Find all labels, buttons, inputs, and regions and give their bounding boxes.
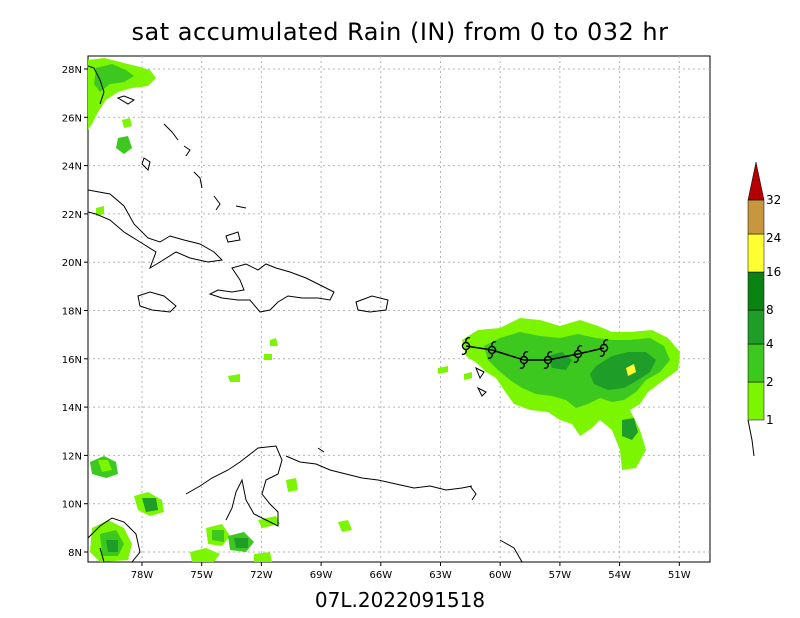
colorbar-label: 24 [766, 231, 781, 245]
coastlines [88, 65, 523, 562]
lon-label: 57W [549, 570, 572, 581]
colorbar-swatch [747, 381, 765, 421]
colorbar-swatch [747, 199, 765, 235]
colorbar-label: 2 [766, 375, 774, 389]
colorbar-swatch [747, 271, 765, 311]
map-frame [87, 55, 711, 563]
hurricane-symbol-icon [461, 337, 471, 355]
lat-label: 28N [62, 65, 82, 76]
hurricane-symbol-icon [519, 351, 529, 369]
lon-label: 51W [668, 570, 691, 581]
lat-label: 8N [68, 548, 82, 559]
lon-label: 63W [429, 570, 452, 581]
lat-label: 26N [62, 113, 82, 124]
lat-label: 20N [62, 258, 82, 269]
lat-label: 24N [62, 162, 82, 173]
lon-label: 69W [310, 570, 333, 581]
colorbar-label: 1 [766, 413, 774, 427]
rain-swath-storm [462, 318, 680, 470]
colorbar-swatch [747, 343, 765, 383]
lat-label: 14N [62, 403, 82, 414]
lat-label: 10N [62, 500, 82, 511]
lon-label: 66W [369, 570, 392, 581]
rain-northwest [88, 58, 156, 216]
colorbar-label: 4 [766, 337, 774, 351]
colorbar-label: 8 [766, 303, 774, 317]
lon-label: 54W [608, 570, 631, 581]
map-title: sat accumulated Rain (IN) from 0 to 032 … [131, 18, 669, 46]
rain-south [90, 338, 472, 562]
lon-label: 72W [250, 570, 273, 581]
lat-label: 16N [62, 355, 82, 366]
lat-label: 18N [62, 307, 82, 318]
colorbar-label: 16 [766, 265, 781, 279]
colorbar-label: 32 [766, 193, 781, 207]
graticule [88, 56, 710, 562]
colorbar-tail [747, 419, 755, 457]
hurricane-symbol-icon [573, 345, 583, 363]
lon-label: 78W [131, 570, 154, 581]
lon-label: 75W [190, 570, 213, 581]
hurricane-symbol-icon [599, 339, 609, 357]
storm-id-timestamp: 07L.2022091518 [314, 588, 486, 612]
latitude-labels: 28N 26N 24N 22N 20N 18N 16N 14N 12N 10N 8N [62, 65, 88, 559]
lon-label: 60W [489, 570, 512, 581]
lat-label: 22N [62, 210, 82, 221]
colorbar-max-triangle [747, 161, 765, 201]
hurricane-symbol-icon [543, 351, 553, 369]
lat-label: 12N [62, 451, 82, 462]
longitude-labels: 78W 75W 72W 69W 66W 63W 60W 57W 54W 51W [131, 562, 691, 581]
colorbar-swatch [747, 309, 765, 345]
hurricane-symbol-icon [487, 341, 497, 359]
colorbar-swatch [747, 233, 765, 273]
storm-track [461, 337, 609, 369]
